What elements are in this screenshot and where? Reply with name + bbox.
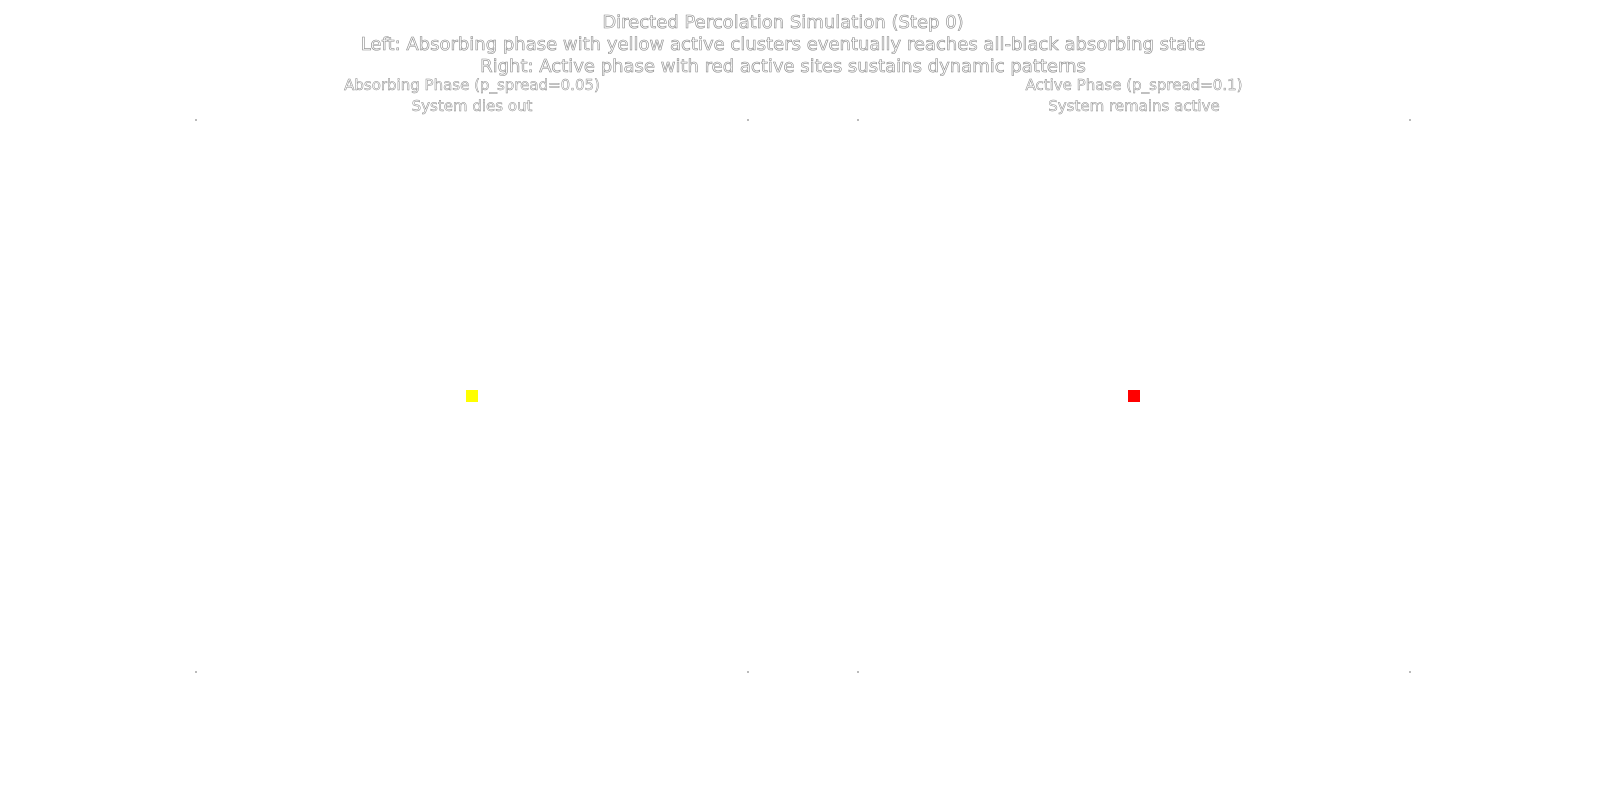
left-panel-corner-tr xyxy=(747,119,749,121)
left-panel-title: Absorbing Phase (p_spread=0.05) xyxy=(344,76,600,95)
left-panel-lattice xyxy=(195,119,749,673)
right-panel-lattice xyxy=(857,119,1411,673)
right-panel-corner-br xyxy=(1409,671,1411,673)
figure-title-line-2: Left: Absorbing phase with yellow active… xyxy=(360,34,1206,56)
left-panel-corner-tl xyxy=(195,119,197,121)
figure-title-line-1: Directed Percolation Simulation (Step 0) xyxy=(602,12,964,34)
active-site xyxy=(466,390,478,402)
left-panel-corner-bl xyxy=(195,671,197,673)
active-site xyxy=(1128,390,1140,402)
right-panel-corner-tl xyxy=(857,119,859,121)
left-panel-subtitle: System dies out xyxy=(411,97,533,116)
figure-title-line-3: Right: Active phase with red active site… xyxy=(480,56,1086,78)
right-panel-subtitle: System remains active xyxy=(1048,97,1220,116)
right-panel-corner-tr xyxy=(1409,119,1411,121)
right-panel-title: Active Phase (p_spread=0.1) xyxy=(1025,76,1243,95)
right-panel-corner-bl xyxy=(857,671,859,673)
left-panel-corner-br xyxy=(747,671,749,673)
